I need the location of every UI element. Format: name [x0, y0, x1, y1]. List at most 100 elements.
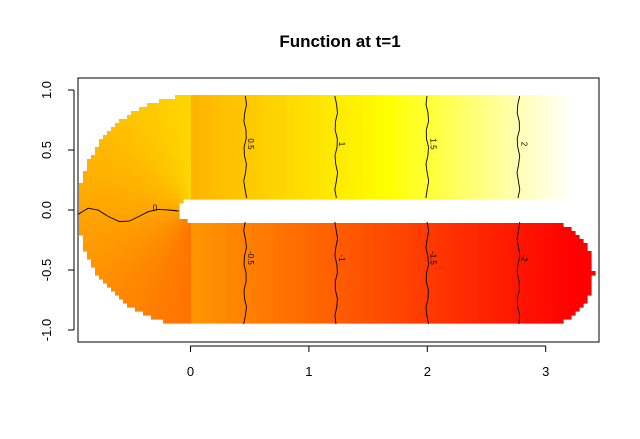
- heatmap-cell: [475, 107, 480, 112]
- heatmap-cell: [275, 295, 280, 300]
- heatmap-cell: [419, 167, 424, 172]
- heatmap-cell: [307, 115, 312, 120]
- heatmap-cell: [475, 115, 480, 120]
- heatmap-cell: [147, 103, 152, 108]
- heatmap-cell: [251, 303, 256, 308]
- heatmap-cell: [459, 251, 464, 256]
- heatmap-cell: [391, 283, 396, 288]
- heatmap-cell: [115, 259, 120, 264]
- heatmap-cell: [315, 311, 320, 316]
- heatmap-cell: [479, 191, 484, 196]
- heatmap-cell: [123, 243, 128, 248]
- heatmap-cell: [251, 195, 256, 200]
- heatmap-cell: [239, 123, 244, 128]
- heatmap-cell: [323, 171, 328, 176]
- heatmap-cell: [323, 155, 328, 160]
- heatmap-cell: [283, 115, 288, 120]
- heatmap-cell: [119, 151, 124, 156]
- heatmap-cell: [227, 279, 232, 284]
- heatmap-cell: [147, 219, 152, 224]
- heatmap-cell: [359, 291, 364, 296]
- heatmap-cell: [171, 291, 176, 296]
- heatmap-cell: [331, 247, 336, 252]
- heatmap-cell: [235, 183, 240, 188]
- heatmap-cell: [179, 147, 184, 152]
- heatmap-cell: [151, 207, 156, 212]
- heatmap-cell: [383, 95, 388, 100]
- heatmap-cell: [319, 127, 324, 132]
- heatmap-cell: [419, 163, 424, 168]
- heatmap-cell: [303, 251, 308, 256]
- heatmap-cell: [175, 203, 180, 208]
- heatmap-cell: [295, 111, 300, 116]
- heatmap-cell: [411, 123, 416, 128]
- heatmap-cell: [111, 259, 116, 264]
- heatmap-cell: [299, 231, 304, 236]
- heatmap-cell: [379, 111, 384, 116]
- heatmap-cell: [155, 187, 160, 192]
- heatmap-cell: [327, 271, 332, 276]
- heatmap-cell: [475, 319, 480, 324]
- heatmap-cell: [471, 191, 476, 196]
- heatmap-cell: [127, 259, 132, 264]
- heatmap-cell: [323, 151, 328, 156]
- heatmap-cell: [103, 199, 108, 204]
- heatmap-cell: [227, 191, 232, 196]
- heatmap-cell: [295, 295, 300, 300]
- heatmap-cell: [119, 211, 124, 216]
- heatmap-cell: [143, 223, 148, 228]
- heatmap-cell: [319, 287, 324, 292]
- heatmap-cell: [143, 279, 148, 284]
- heatmap-cell: [303, 243, 308, 248]
- heatmap-cell: [103, 163, 108, 168]
- heatmap-cell: [199, 143, 204, 148]
- heatmap-cell: [307, 155, 312, 160]
- heatmap-cell: [423, 275, 428, 280]
- heatmap-cell: [411, 295, 416, 300]
- heatmap-cell: [203, 107, 208, 112]
- heatmap-cell: [419, 159, 424, 164]
- heatmap-cell: [479, 271, 484, 276]
- heatmap-cell: [367, 131, 372, 136]
- heatmap-cell: [443, 187, 448, 192]
- heatmap-cell: [343, 139, 348, 144]
- heatmap-cell: [163, 235, 168, 240]
- heatmap-cell: [251, 267, 256, 272]
- heatmap-cell: [139, 291, 144, 296]
- heatmap-cell: [99, 219, 104, 224]
- heatmap-cell: [275, 95, 280, 100]
- heatmap-cell: [231, 279, 236, 284]
- heatmap-cell: [227, 255, 232, 260]
- heatmap-cell: [119, 231, 124, 236]
- heatmap-cell: [115, 175, 120, 180]
- heatmap-cell: [275, 135, 280, 140]
- heatmap-cell: [263, 311, 268, 316]
- heatmap-cell: [255, 119, 260, 124]
- heatmap-cell: [439, 259, 444, 264]
- heatmap-cell: [283, 295, 288, 300]
- heatmap-cell: [395, 299, 400, 304]
- heatmap-cell: [159, 299, 164, 304]
- heatmap-cell: [135, 127, 140, 132]
- heatmap-cell: [407, 283, 412, 288]
- heatmap-cell: [359, 159, 364, 164]
- heatmap-cell: [339, 171, 344, 176]
- heatmap-cell: [159, 303, 164, 308]
- heatmap-cell: [299, 223, 304, 228]
- heatmap-cell: [479, 195, 484, 200]
- heatmap-cell: [363, 167, 368, 172]
- heatmap-cell: [375, 283, 380, 288]
- heatmap-cell: [399, 111, 404, 116]
- heatmap-cell: [387, 99, 392, 104]
- heatmap-cell: [235, 231, 240, 236]
- heatmap-cell: [467, 287, 472, 292]
- heatmap-cell: [99, 215, 104, 220]
- heatmap-cell: [251, 223, 256, 228]
- heatmap-cell: [235, 159, 240, 164]
- heatmap-cell: [199, 263, 204, 268]
- heatmap-cell: [383, 107, 388, 112]
- heatmap-cell: [367, 283, 372, 288]
- heatmap-cell: [211, 291, 216, 296]
- heatmap-cell: [239, 251, 244, 256]
- heatmap-cell: [395, 239, 400, 244]
